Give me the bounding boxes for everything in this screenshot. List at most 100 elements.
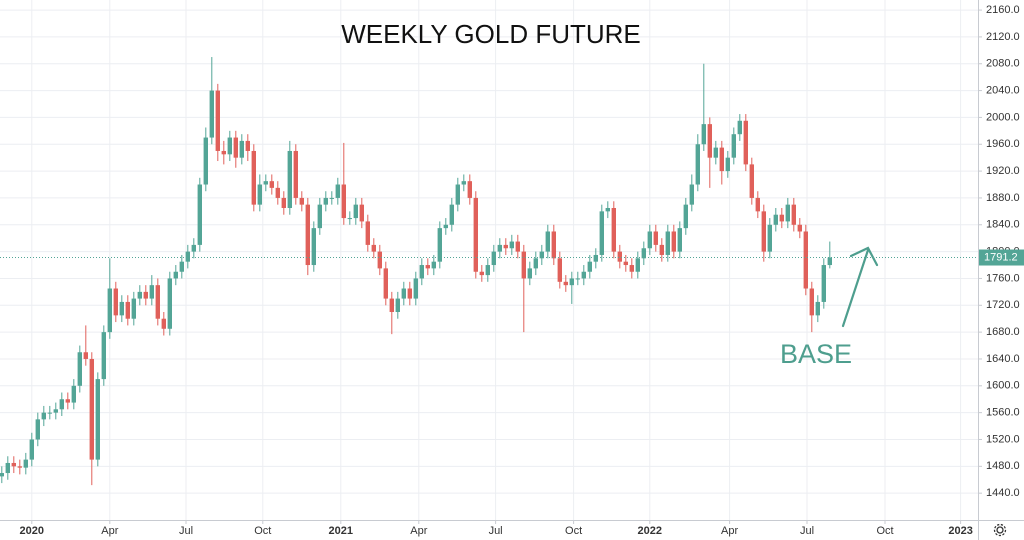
candle-body [341,184,346,219]
candle-body [299,197,304,205]
candle-body [0,473,5,477]
candle-body [155,285,160,319]
candle-body [107,288,112,333]
gear-teeth [993,523,1007,537]
candle-body [251,150,256,205]
candle-body [509,241,514,249]
candle-body [455,184,460,205]
candle-body [773,214,778,225]
candle-body [761,211,766,252]
candle-body [17,466,22,468]
candle-body [389,298,394,312]
y-tick-label: 1840.0 [986,219,1020,231]
candle-body [161,318,166,329]
candle-body [245,140,250,151]
candle-body [419,265,424,279]
candle-body [539,251,544,259]
annotation-arrow [841,246,879,328]
y-tick-label: 1600.0 [986,380,1020,392]
candle-body [347,218,352,220]
candle-body [587,261,592,272]
x-tick-label: Apr [101,525,118,537]
candle-body [611,208,616,252]
y-tick-label: 1920.0 [986,165,1020,177]
candle-body [641,248,646,259]
settings-icon[interactable] [993,523,1007,537]
x-tick-label: Jul [800,525,814,537]
arrow-shaft [841,248,870,328]
candle-body [173,271,178,279]
gear-center [996,526,1004,534]
candle-body [311,228,316,266]
candle-body [713,147,718,158]
candle-body [293,150,298,198]
candle-body [647,231,652,249]
candle-body [23,459,28,468]
candle-body [101,332,106,380]
candle-body [653,231,658,245]
candle-body [719,147,724,172]
candle-body [809,288,814,316]
last-price-label: 1791.2 [984,251,1018,263]
candle-body [317,204,322,229]
candle-body [119,301,124,316]
candle-body [47,412,52,414]
y-tick-label: 1480.0 [986,460,1020,472]
candle-body [365,221,370,245]
candle-body [605,208,610,212]
candle-body [215,90,220,151]
candle-body [143,291,148,299]
candle-body [527,268,532,279]
candle-body [677,228,682,252]
candle-body [695,144,700,185]
candle-body [767,224,772,252]
candle-body [269,181,274,188]
x-tick-label: Apr [721,525,738,537]
grid [0,0,978,520]
candle-body [323,197,328,205]
candle-body [41,412,46,420]
candle-body [239,140,244,158]
candle-body [473,197,478,272]
candle-body [575,278,580,280]
candle-body [581,271,586,279]
arrow-head [849,246,879,267]
candle-body [521,251,526,279]
candle-body [557,258,562,282]
candle-body [287,150,292,208]
candle-body [593,254,598,262]
y-tick-label: 2080.0 [986,58,1020,70]
candle-body [131,298,136,319]
candle-body [689,184,694,205]
candle-body [665,231,670,255]
y-tick-label: 1960.0 [986,138,1020,150]
candle-body [125,301,130,319]
chart-title: WEEKLY GOLD FUTURE [341,19,641,49]
last-price-box [979,249,1024,266]
annotation: BASE [780,339,852,369]
candle-body [569,278,574,286]
candle-body [227,137,232,155]
y-tick-label: 1560.0 [986,407,1020,419]
candle-body [623,261,628,266]
candle-body [707,124,712,158]
candle-body [167,278,172,329]
candle-body [191,244,196,252]
candle-body [395,298,400,312]
candle-body [701,124,706,145]
candle-body [683,204,688,229]
candle-body [731,134,736,158]
y-tick-label: 2160.0 [986,4,1020,16]
candle-body [89,358,94,460]
candle-body [59,399,64,410]
y-tick-label: 1640.0 [986,353,1020,365]
candle-body [257,184,262,205]
candle-body [209,90,214,138]
candle-body [725,157,730,172]
x-tick-label: Oct [565,525,582,537]
candle-body [113,288,118,316]
candle-body [335,184,340,198]
candle-body [137,291,142,299]
candle-body [749,164,754,198]
